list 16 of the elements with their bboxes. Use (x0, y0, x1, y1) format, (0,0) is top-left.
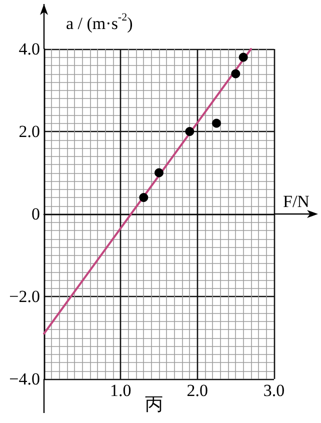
point (185, 127, 194, 136)
y-tick-label: 2.0 (18, 122, 40, 141)
point (212, 118, 221, 128)
x-tick-label: 2.0 (186, 381, 208, 400)
y-tick-label: −4.0 (9, 370, 40, 388)
x-axis-title: F/N (283, 192, 310, 211)
y-tick-label: −2.0 (9, 287, 40, 306)
y-tick-label: 4.0 (18, 40, 40, 58)
text: 丙 (145, 394, 163, 414)
point (154, 168, 164, 178)
x-tick-label: 1.0 (110, 381, 132, 400)
point (139, 193, 148, 202)
point (238, 52, 248, 62)
y-tick-label: 0 (32, 204, 40, 224)
x-tick-label: 3.0 (263, 381, 285, 400)
point (231, 69, 240, 78)
